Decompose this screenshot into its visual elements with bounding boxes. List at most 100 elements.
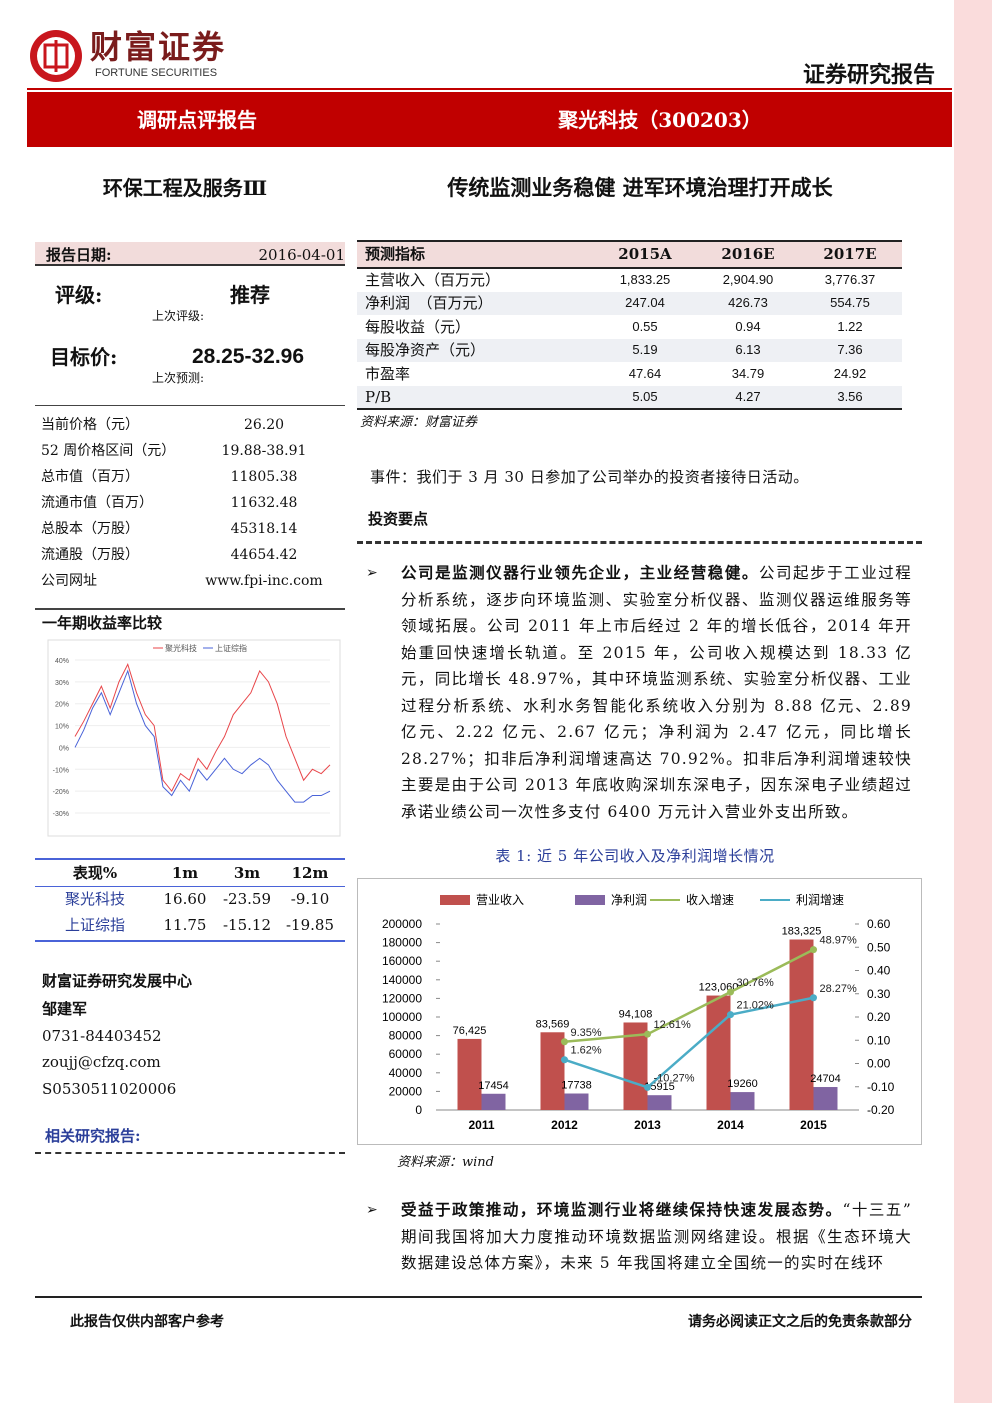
fc-cell: 24.92 (833, 365, 867, 381)
fc-cell: 426.73 (728, 295, 768, 311)
fc-cell: 47.64 (628, 365, 662, 381)
data-label: 94,108 (619, 1008, 653, 1020)
y-tick-label: 30% (55, 680, 69, 687)
paragraph-lead: 受益于政策推动，环境监测行业将继续保持快速发展态势。 (401, 1200, 843, 1219)
industry: 环保工程及服务Ⅲ (102, 176, 268, 200)
rating-label: 评级: (55, 283, 103, 307)
chart-frame (47, 639, 341, 837)
y-tick-label: 180000 (382, 936, 422, 950)
y2-tick-label: 0.10 (867, 1033, 891, 1047)
fc-cell: 7.36 (837, 342, 863, 358)
y2-tick-label: -0.10 (867, 1080, 895, 1094)
perf-header: 3m (233, 864, 261, 882)
fc-cell: 主营收入（百万元） (365, 271, 501, 289)
line-marker (810, 994, 817, 1002)
info-label: 流通市值（百万） (41, 495, 153, 511)
bar (564, 1093, 589, 1110)
bar (481, 1093, 506, 1110)
header-rule (27, 88, 952, 90)
bar (540, 1032, 565, 1110)
info-value: 11632.48 (230, 495, 298, 511)
prev-target: 上次预测: (152, 371, 205, 385)
fc-cell: 3,776.37 (824, 272, 876, 287)
bullet: ➢ (366, 1202, 378, 1218)
date: 2016-04-01 (258, 246, 345, 264)
banner-right: 聚光科技（300203） (558, 108, 762, 132)
fc-cell: 6.13 (735, 342, 761, 358)
legend-swatch (440, 895, 470, 905)
y-tick-label: 20% (55, 702, 69, 709)
paragraph-text: 公司起步于工业过程分析系统，逐步向环境监测、实验室分析仪器、监测仪器运维服务等领… (401, 564, 912, 821)
target: 28.25-32.96 (191, 345, 305, 368)
y2-tick-label: 0.60 (867, 917, 891, 931)
fc-cell: 4.27 (735, 389, 761, 404)
doc-type: 证券研究报告 (802, 62, 935, 88)
info-value: 44654.42 (230, 547, 298, 563)
banner-left: 调研点评报告 (137, 108, 257, 132)
line-marker (727, 1011, 734, 1019)
y-tick-label: 100000 (382, 1010, 422, 1024)
x-tick-label: 2012 (551, 1118, 578, 1132)
perf-cell: -9.10 (290, 890, 330, 908)
info-label: 流通股（万股） (41, 547, 139, 563)
info-label: 总市值（百万） (41, 469, 139, 485)
perf-cell: -23.59 (222, 890, 271, 908)
info-label: 公司网址 (41, 573, 97, 589)
fc-cell: 每股净资产（元） (365, 341, 486, 360)
x-tick-label: 2014 (717, 1118, 744, 1132)
info-value: 19.88-38.91 (221, 443, 307, 459)
y-tick-label: -10% (53, 767, 69, 774)
rule (35, 405, 345, 406)
data-label: 12.61% (654, 1019, 692, 1031)
info-value: www.fpi-inc.com (205, 573, 323, 589)
y-tick-label: 0 (415, 1103, 422, 1117)
fc-cell: 0.94 (735, 318, 761, 334)
data-label: 1.62% (571, 1045, 602, 1057)
y-tick-label: 160000 (382, 954, 422, 968)
fc-source: 资料来源：财富证券 (360, 415, 478, 430)
y-tick-label: 40% (55, 658, 69, 665)
side-strip (954, 0, 992, 1403)
y-tick-label: 120000 (382, 991, 422, 1005)
series-line (564, 948, 815, 1044)
y-tick-label: 10% (55, 724, 69, 731)
perf-header: 表现% (72, 864, 118, 882)
fc-bottom (357, 408, 902, 410)
line-marker (644, 1030, 651, 1038)
fc-header: 2016E (721, 245, 775, 263)
rule (35, 1152, 345, 1154)
y-tick-label: -20% (53, 789, 69, 796)
fc-header: 2015A (618, 245, 672, 263)
legend-label: 净利润 (611, 893, 647, 907)
perf-cell: 16.60 (163, 890, 207, 908)
fc-cell: 2,904.90 (722, 272, 774, 287)
phone: 0731-84403452 (42, 1027, 162, 1045)
y2-tick-label: 0.20 (867, 1010, 891, 1024)
combo-chart: 0 20000 40000 60000 80000 100000 120000 140000 1… (357, 878, 922, 1145)
paragraph-text: “十三五”期间我国将加大力度推动环境数据监测网络建设。根据《生态环境大数据建设总… (401, 1201, 912, 1272)
fc-row-bg (357, 292, 902, 316)
x-tick-label: 2013 (634, 1118, 661, 1132)
fc-cell: 34.79 (731, 365, 765, 381)
series-line (74, 669, 331, 803)
line-marker (644, 1083, 651, 1091)
series-line (74, 663, 331, 793)
fc-header: 预测指标 (365, 245, 426, 263)
x-tick-label: 2011 (468, 1118, 494, 1132)
data-label: 17454 (478, 1080, 509, 1092)
perf-cell: 聚光科技 (64, 890, 125, 908)
date-bar (35, 242, 345, 266)
fc-cell: 5.05 (632, 389, 658, 404)
data-label: -10.27% (654, 1072, 695, 1084)
figure-source: 资料来源：wind (397, 1155, 494, 1170)
data-label: 21.02% (737, 1000, 775, 1012)
fc-cell: 3.56 (837, 389, 863, 404)
line-marker (561, 1038, 568, 1046)
y-tick-label: 140000 (382, 973, 422, 987)
data-label: 48.97% (820, 935, 858, 947)
logo (30, 30, 82, 82)
footer-rule (35, 1296, 922, 1298)
info-value: 11805.38 (230, 469, 298, 485)
y-tick-label: 200000 (382, 917, 422, 931)
analyst: 邹建军 (42, 1000, 88, 1018)
